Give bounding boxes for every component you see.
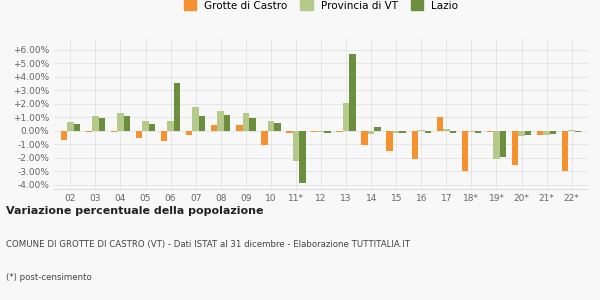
Bar: [67, 122, 74, 131]
Bar: [418, 130, 425, 131]
Bar: [575, 131, 581, 132]
Bar: [149, 124, 155, 131]
Bar: [193, 106, 199, 131]
Bar: [544, 131, 550, 135]
Bar: [161, 131, 167, 141]
Bar: [468, 131, 475, 132]
Bar: [349, 54, 356, 131]
Bar: [311, 131, 318, 132]
Bar: [461, 131, 468, 171]
Bar: [525, 131, 532, 135]
Bar: [299, 131, 306, 183]
Bar: [475, 131, 481, 133]
Bar: [242, 112, 249, 131]
Bar: [124, 116, 130, 131]
Bar: [550, 131, 556, 134]
Bar: [286, 131, 293, 133]
Bar: [512, 131, 518, 165]
Bar: [374, 127, 381, 131]
Bar: [393, 131, 400, 133]
Bar: [61, 131, 67, 140]
Bar: [261, 131, 268, 145]
Bar: [412, 131, 418, 159]
Bar: [249, 118, 256, 131]
Bar: [518, 131, 525, 136]
Bar: [293, 131, 299, 161]
Bar: [268, 121, 274, 131]
Bar: [368, 131, 374, 134]
Text: (*) post-censimento: (*) post-censimento: [6, 273, 92, 282]
Bar: [449, 131, 456, 133]
Bar: [117, 113, 124, 131]
Bar: [186, 131, 193, 135]
Bar: [217, 111, 224, 131]
Bar: [400, 131, 406, 133]
Bar: [568, 130, 575, 131]
Bar: [443, 129, 449, 131]
Bar: [324, 131, 331, 133]
Text: COMUNE DI GROTTE DI CASTRO (VT) - Dati ISTAT al 31 dicembre - Elaborazione TUTTI: COMUNE DI GROTTE DI CASTRO (VT) - Dati I…: [6, 240, 410, 249]
Bar: [425, 131, 431, 133]
Bar: [211, 125, 217, 131]
Bar: [92, 116, 98, 131]
Bar: [336, 131, 343, 132]
Bar: [98, 118, 105, 131]
Bar: [437, 117, 443, 131]
Bar: [487, 131, 493, 132]
Bar: [386, 131, 393, 151]
Bar: [136, 131, 142, 138]
Bar: [537, 131, 544, 135]
Legend: Grotte di Castro, Provincia di VT, Lazio: Grotte di Castro, Provincia di VT, Lazio: [179, 0, 463, 15]
Bar: [224, 115, 230, 131]
Bar: [199, 116, 205, 131]
Bar: [74, 124, 80, 131]
Bar: [343, 103, 349, 131]
Bar: [142, 121, 149, 131]
Bar: [318, 131, 324, 132]
Text: Variazione percentuale della popolazione: Variazione percentuale della popolazione: [6, 206, 263, 215]
Bar: [174, 83, 181, 131]
Bar: [236, 125, 242, 131]
Bar: [493, 131, 500, 159]
Bar: [167, 121, 174, 131]
Bar: [274, 122, 281, 131]
Bar: [361, 131, 368, 145]
Bar: [500, 131, 506, 157]
Bar: [110, 131, 117, 132]
Bar: [86, 131, 92, 132]
Bar: [562, 131, 568, 171]
